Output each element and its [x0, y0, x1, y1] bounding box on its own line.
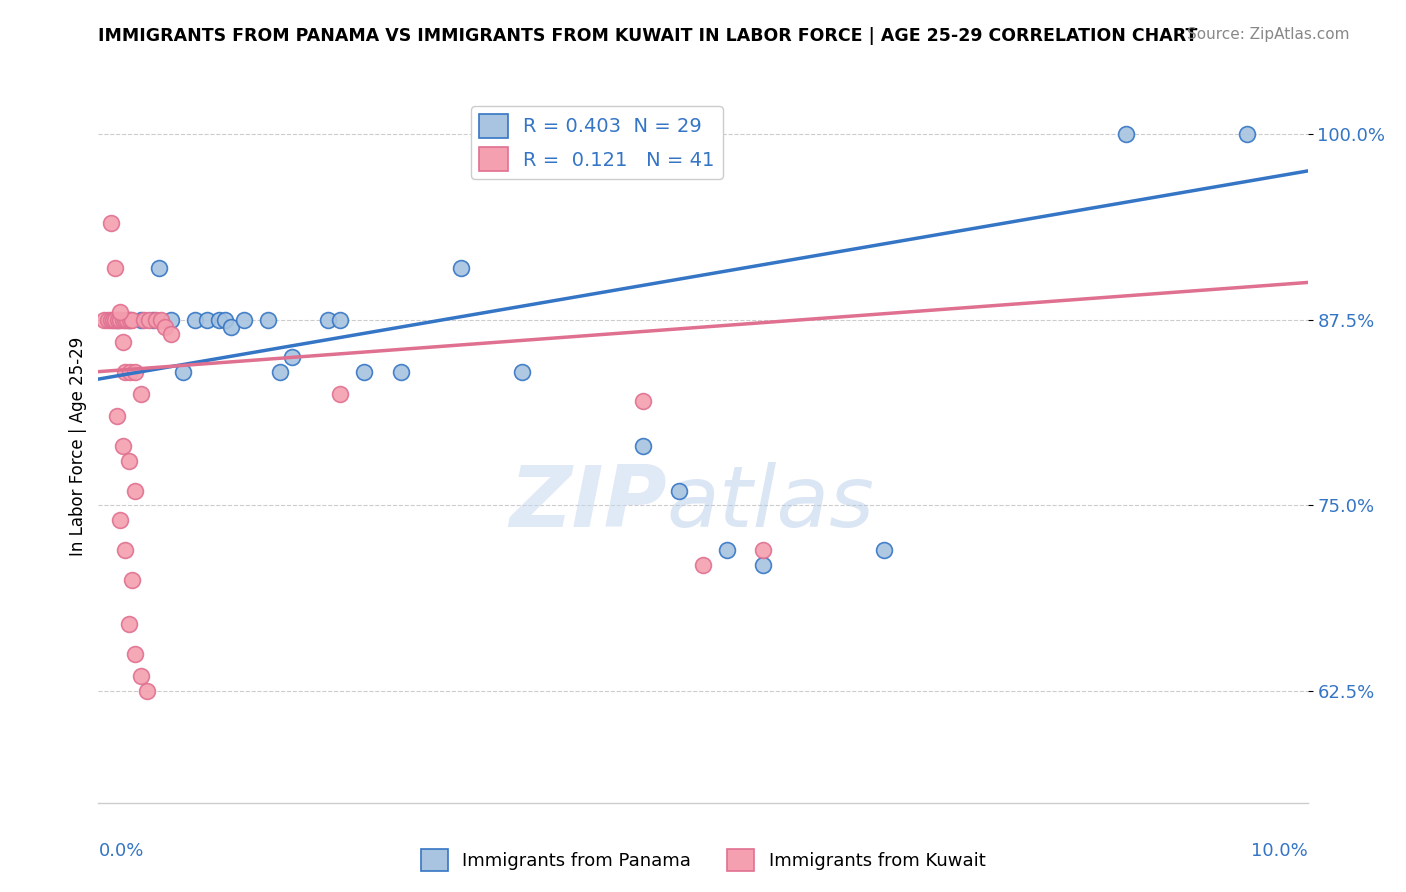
Point [105, 409, 128, 424]
Point [256, 312, 278, 326]
Point [450, 260, 472, 275]
Point [129, 387, 152, 401]
Point [316, 312, 339, 326]
Point [118, 312, 141, 326]
Point [118, 617, 141, 632]
Text: 10.0%: 10.0% [1251, 842, 1308, 860]
Point [129, 669, 152, 683]
Point [129, 312, 152, 326]
Point [184, 312, 207, 326]
Point [153, 320, 176, 334]
Point [118, 365, 141, 379]
Point [121, 312, 143, 326]
Point [111, 334, 134, 349]
Point [353, 365, 375, 379]
Point [510, 365, 533, 379]
Point [873, 543, 896, 558]
Point [117, 312, 139, 326]
Point [118, 312, 141, 326]
Point [752, 558, 775, 572]
Point [668, 483, 690, 498]
Text: Source: ZipAtlas.com: Source: ZipAtlas.com [1187, 27, 1350, 42]
Point [1236, 127, 1258, 141]
Point [752, 543, 775, 558]
Point [172, 365, 194, 379]
Point [105, 312, 128, 326]
Point [150, 312, 173, 326]
Point [232, 312, 254, 326]
Point [107, 312, 129, 326]
Point [389, 365, 412, 379]
Point [160, 312, 183, 326]
Point [111, 312, 134, 326]
Point [631, 439, 654, 453]
Y-axis label: In Labor Force | Age 25-29: In Labor Force | Age 25-29 [69, 336, 87, 556]
Legend: R = 0.403  N = 29, R =  0.121   N = 41: R = 0.403 N = 29, R = 0.121 N = 41 [471, 106, 723, 178]
Point [111, 439, 134, 453]
Point [716, 543, 738, 558]
Point [195, 312, 218, 326]
Point [138, 312, 160, 326]
Point [100, 216, 122, 230]
Point [269, 365, 291, 379]
Point [214, 312, 236, 326]
Point [114, 365, 136, 379]
Point [93, 312, 115, 326]
Point [631, 394, 654, 409]
Point [108, 312, 131, 326]
Point [221, 320, 243, 334]
Point [281, 350, 304, 364]
Point [104, 260, 127, 275]
Text: IMMIGRANTS FROM PANAMA VS IMMIGRANTS FROM KUWAIT IN LABOR FORCE | AGE 25-29 CORR: IMMIGRANTS FROM PANAMA VS IMMIGRANTS FRO… [98, 27, 1198, 45]
Point [208, 312, 231, 326]
Point [114, 312, 136, 326]
Point [108, 305, 131, 319]
Point [142, 312, 165, 326]
Text: atlas: atlas [666, 461, 875, 545]
Point [121, 573, 143, 587]
Point [124, 647, 146, 661]
Point [148, 260, 170, 275]
Text: ZIP: ZIP [509, 461, 666, 545]
Point [124, 483, 146, 498]
Point [101, 312, 124, 326]
Point [160, 327, 183, 342]
Point [135, 684, 157, 698]
Legend: Immigrants from Panama, Immigrants from Kuwait: Immigrants from Panama, Immigrants from … [413, 842, 993, 879]
Point [100, 312, 122, 326]
Point [124, 365, 146, 379]
Point [134, 312, 156, 326]
Point [145, 312, 167, 326]
Text: 0.0%: 0.0% [98, 842, 143, 860]
Point [329, 387, 352, 401]
Point [114, 543, 136, 558]
Point [1115, 127, 1137, 141]
Point [329, 312, 352, 326]
Point [118, 454, 141, 468]
Point [692, 558, 714, 572]
Point [97, 312, 120, 326]
Point [108, 513, 131, 527]
Point [104, 312, 127, 326]
